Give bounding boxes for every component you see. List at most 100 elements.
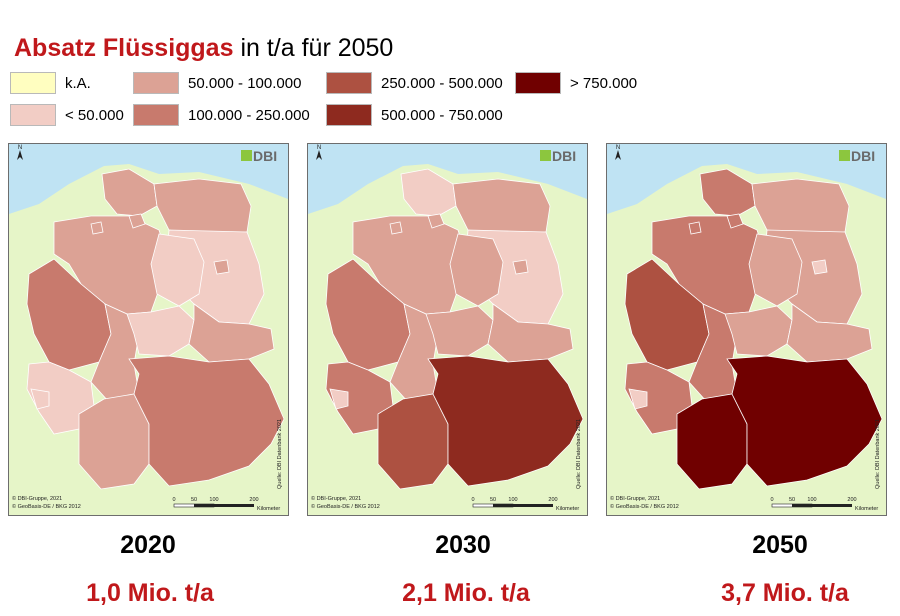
legend-item-na: k.A. [10, 72, 91, 94]
scale-unit: Kilometer [855, 506, 878, 512]
region-saarland [30, 388, 50, 410]
sea-area [9, 144, 288, 214]
copyright-dbi: © DBI-Gruppe, 2021 [12, 495, 62, 502]
north-label: N [317, 145, 321, 151]
total-label-2: 3,7 Mio. t/a [721, 579, 849, 607]
legend-swatch-gt750k [515, 72, 561, 94]
legend-item-100k-250k: 100.000 - 250.000 [133, 104, 310, 126]
map-svg: N DBI Quelle: DBI Datenbank 2021 © DBI-Grup… [9, 144, 288, 512]
scale-tick-label: 200 [548, 497, 557, 503]
legend-swatch-na [10, 72, 56, 94]
region-saarland [329, 388, 349, 410]
region-hamburg [726, 213, 744, 229]
region-bremen [389, 221, 403, 235]
legend-label-lt50k: < 50.000 [65, 106, 124, 124]
region-bayern [128, 355, 285, 487]
region-sachsen [188, 303, 275, 363]
map-panel-2: N DBI Quelle: DBI Datenbank 2021 © DBI-Grup… [606, 143, 887, 516]
source-note: Quelle: DBI Datenbank 2021 [875, 419, 881, 489]
region-mecklenburg-vorpommern [153, 178, 252, 237]
legend-item-50k-100k: 50.000 - 100.000 [133, 72, 301, 94]
dbi-logo: DBI [540, 148, 576, 164]
scale-unit: Kilometer [556, 506, 579, 512]
scale-tick-label: 0 [770, 497, 773, 503]
north-arrow-icon: N [316, 145, 322, 160]
scale-tick-label: 50 [789, 497, 795, 503]
legend-label-250k-500k: 250.000 - 500.000 [381, 74, 503, 92]
germany-states [624, 168, 883, 490]
map-title: Absatz Flüssiggas in t/a für 2050 [14, 34, 393, 63]
legend-label-500k-750k: 500.000 - 750.000 [381, 106, 503, 124]
sea-area [308, 144, 587, 214]
region-sachsen-anhalt [449, 233, 504, 307]
year-label-0: 2020 [120, 531, 176, 559]
region-sachsen [786, 303, 873, 363]
scale-tick-label: 100 [508, 497, 517, 503]
region-berlin [811, 259, 828, 275]
logo-text: DBI [552, 148, 576, 164]
legend-item-lt50k: < 50.000 [10, 104, 124, 126]
map-svg: N DBI Quelle: DBI Datenbank 2021 © DBI-Grup… [308, 144, 587, 512]
scale-bar: 0 50 100 200 Kilometer [471, 497, 579, 512]
region-sachsen-anhalt [150, 233, 205, 307]
sea-area [607, 144, 886, 214]
germany-states [26, 168, 285, 490]
scale-tick-label: 200 [847, 497, 856, 503]
map-panel-0: N DBI Quelle: DBI Datenbank 2021 © DBI-Grup… [8, 143, 289, 516]
region-bayern [726, 355, 883, 487]
region-schleswig-holstein [101, 168, 158, 217]
region-berlin [512, 259, 529, 275]
legend-swatch-50k-100k [133, 72, 179, 94]
year-label-2: 2050 [752, 531, 808, 559]
region-saarland [628, 388, 648, 410]
scale-bar: 0 50 100 200 Kilometer [172, 497, 280, 512]
legend-label-gt750k: > 750.000 [570, 74, 638, 92]
title-bold: Absatz Flüssiggas [14, 34, 234, 62]
legend-label-50k-100k: 50.000 - 100.000 [188, 74, 302, 92]
region-bremen [90, 221, 104, 235]
source-note: Quelle: DBI Datenbank 2021 [576, 419, 582, 489]
legend-item-gt750k: > 750.000 [515, 72, 637, 94]
copyright-geobasis: © GeoBasis-DE / BKG 2012 [610, 503, 679, 510]
north-label: N [616, 145, 620, 151]
region-sachsen [487, 303, 574, 363]
copyright-geobasis: © GeoBasis-DE / BKG 2012 [311, 503, 380, 510]
copyright-dbi: © DBI-Gruppe, 2021 [610, 495, 660, 502]
year-label-1: 2030 [435, 531, 491, 559]
north-arrow-icon: N [615, 145, 621, 160]
scale-tick-label: 0 [172, 497, 175, 503]
legend-label-na: k.A. [65, 74, 91, 92]
total-label-1: 2,1 Mio. t/a [402, 579, 530, 607]
region-hamburg [128, 213, 146, 229]
region-bremen [688, 221, 702, 235]
map-svg: N DBI Quelle: DBI Datenbank 2021 © DBI-Grup… [607, 144, 886, 512]
scale-tick-label: 50 [191, 497, 197, 503]
copyright-geobasis: © GeoBasis-DE / BKG 2012 [12, 503, 81, 510]
region-mecklenburg-vorpommern [751, 178, 850, 237]
region-sachsen-anhalt [748, 233, 803, 307]
north-label: N [18, 145, 22, 151]
legend-item-250k-500k: 250.000 - 500.000 [326, 72, 503, 94]
legend-swatch-500k-750k [326, 104, 372, 126]
region-baden-wuerttemberg [377, 393, 449, 490]
logo-text: DBI [851, 148, 875, 164]
region-thueringen [724, 305, 793, 357]
dbi-logo: DBI [839, 148, 875, 164]
north-arrow-icon: N [17, 145, 23, 160]
region-baden-wuerttemberg [676, 393, 748, 490]
scale-tick-label: 200 [249, 497, 258, 503]
region-baden-wuerttemberg [78, 393, 150, 490]
scale-unit: Kilometer [257, 506, 280, 512]
legend-label-100k-250k: 100.000 - 250.000 [188, 106, 310, 124]
scale-tick-label: 0 [471, 497, 474, 503]
region-schleswig-holstein [400, 168, 457, 217]
region-bayern [427, 355, 584, 487]
legend-swatch-lt50k [10, 104, 56, 126]
scale-tick-label: 100 [209, 497, 218, 503]
logo-text: DBI [253, 148, 277, 164]
legend-swatch-250k-500k [326, 72, 372, 94]
title-rest: in t/a für 2050 [233, 34, 394, 62]
scale-bar: 0 50 100 200 Kilometer [770, 497, 878, 512]
map-panel-1: N DBI Quelle: DBI Datenbank 2021 © DBI-Grup… [307, 143, 588, 516]
region-schleswig-holstein [699, 168, 756, 217]
